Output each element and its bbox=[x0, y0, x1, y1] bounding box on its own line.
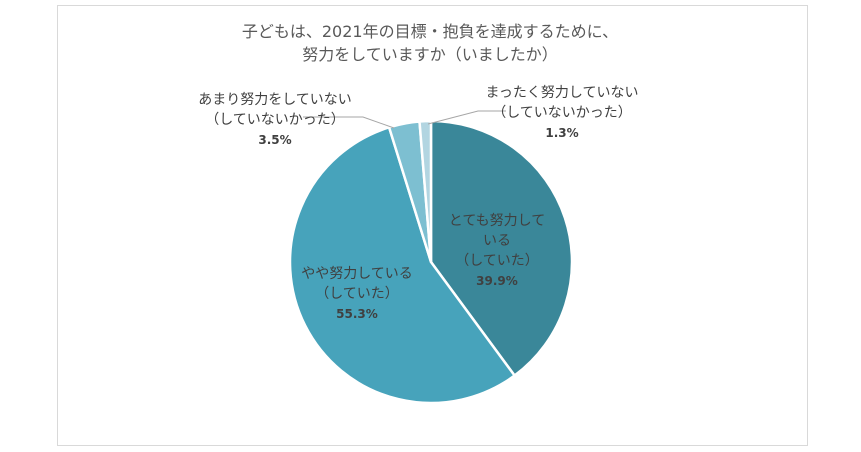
chart-title-line-2: 努力をしていますか（いましたか） bbox=[302, 45, 558, 64]
slice-label-1-line-1: とても努力して bbox=[449, 213, 545, 229]
chart-title: 子どもは、2021年の目標・抱負を達成するために、 努力をしていますか（いました… bbox=[242, 22, 618, 64]
slice-label-4-line-2: （していないかった） bbox=[492, 105, 632, 121]
leader-line-3 bbox=[303, 116, 395, 129]
slice-value-4: 1.3% bbox=[545, 126, 578, 140]
slice-label-3-line-1: あまり努力をしていない bbox=[198, 92, 352, 108]
slice-value-3: 3.5% bbox=[258, 133, 291, 147]
pie-slices bbox=[288, 119, 574, 405]
slice-label-3-line-2: （していないかった） bbox=[205, 112, 345, 128]
slice-label-2-line-2: （していた） bbox=[315, 286, 399, 302]
slice-label-1-line-2: いる bbox=[483, 233, 511, 249]
slice-label-4-line-1: まったく努力していない bbox=[485, 85, 638, 101]
slice-value-2: 55.3% bbox=[336, 307, 378, 321]
leader-lines bbox=[303, 110, 506, 129]
leader-line-4 bbox=[427, 110, 506, 125]
pie-slice-2 bbox=[288, 125, 517, 405]
chart-area bbox=[57, 5, 808, 446]
slice-label-1-line-3: （していた） bbox=[455, 253, 539, 269]
chart-title-line-1: 子どもは、2021年の目標・抱負を達成するために、 bbox=[242, 22, 618, 41]
pie-slice-1 bbox=[429, 119, 574, 378]
slice-label-2-line-1: やや努力している bbox=[301, 266, 413, 282]
pie-slice-4 bbox=[418, 119, 433, 263]
slice-value-1: 39.9% bbox=[476, 274, 518, 288]
